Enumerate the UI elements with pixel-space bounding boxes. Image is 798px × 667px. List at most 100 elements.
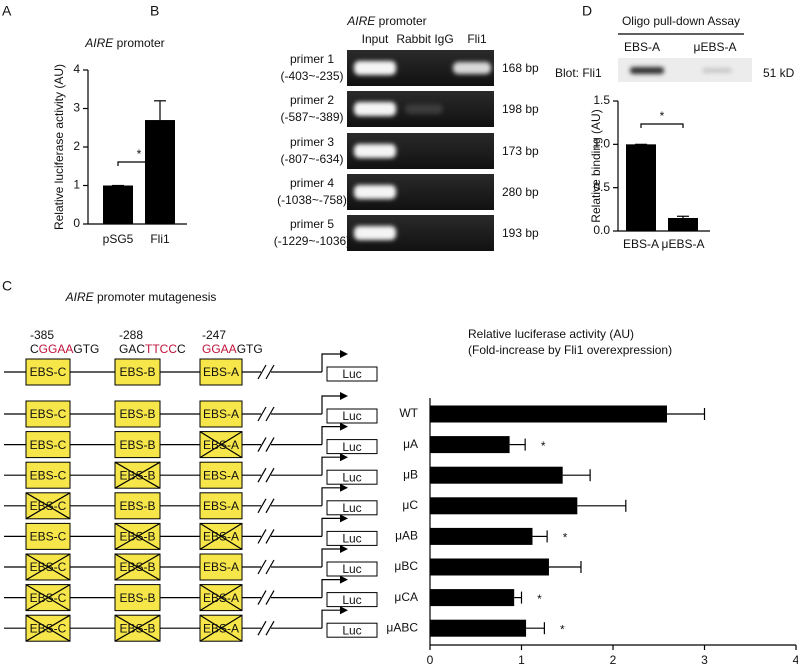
reporter-box [326,500,378,516]
tss-arrowhead [340,350,348,358]
ebs-box [114,584,161,612]
reporter-label: Luc [342,409,361,423]
break-mark [265,590,275,605]
mutation-cross [199,522,243,550]
y-tick-label: μC [402,498,418,512]
site-position: -247 [202,328,226,342]
reporter-box [326,622,378,638]
y-tick-label: μABC [386,620,418,634]
blot-band [630,67,664,74]
break-gap [261,441,271,448]
ebs-label: EBS-A [203,365,239,379]
ebs-label: EBS-C [30,530,67,544]
mutation-cross [199,431,243,459]
significance-bracket [117,161,161,166]
significance-bracket [640,123,684,128]
ebs-box [199,461,243,489]
reporter-box [326,408,378,424]
blot-title: Oligo pull-down Assay [622,14,740,28]
panel-label: D [582,3,592,19]
reporter-label: Luc [342,440,361,454]
primer-range: (-587~-389) [280,110,343,124]
reporter-box [326,592,378,608]
primer-range: (-1038~-758) [277,193,347,207]
tss-arrowhead [340,575,348,584]
y-tick-label: μA [403,437,418,451]
significance: * [563,531,568,545]
mutation-cross [199,614,243,642]
blot-label: Blot: Fli1 [555,66,602,80]
ebs-box [114,492,161,520]
lane-label: EBS-A [624,40,660,54]
tss-arrowhead [340,392,348,400]
tss-arrow [321,579,342,598]
bar [145,120,175,224]
gel-band [354,185,396,199]
primer-name: primer 4 [290,176,334,190]
sequence-part: GGAA [39,342,74,356]
ebs-box [25,522,71,550]
x-tick-label: pSG5 [103,232,134,246]
ebs-label: EBS-B [119,407,155,421]
gel-band [354,144,396,158]
tss-arrow [321,517,342,537]
gel-band [354,102,396,116]
tss-arrow [321,353,342,372]
reporter-label: Luc [342,593,361,607]
y-tick-label: 0.5 [593,180,610,194]
sequence-part: GGAA [202,342,237,356]
break-mark [257,559,267,575]
y-tick-label: WT [399,406,418,420]
primer-range: (-403~-235) [280,69,343,83]
mutation-cross [25,553,71,581]
break-mark [257,590,267,605]
ebs-label: EBS-A [203,530,239,544]
product-size: 280 bp [502,185,539,199]
tss-arrow [321,487,342,506]
x-tick-label: Fli1 [150,232,170,246]
tss-arrowhead [340,422,348,431]
y-tick-label: 4 [73,62,80,76]
ebs-label: EBS-B [119,468,155,482]
x-tick-label: 0 [427,653,434,667]
ebs-label: EBS-C [30,365,67,379]
y-tick-label: 0 [73,216,80,230]
y-axis-label: Relative binding (AU) [589,109,603,222]
y-axis-label: Relative luciferase activity (AU) [52,64,66,230]
gene-name: AIRE [84,36,114,50]
bar [430,589,515,607]
y-tick-label: 1.0 [593,137,610,151]
mutation-cross [114,522,161,550]
reporter-box [326,530,378,546]
break-gap [261,625,271,632]
ebs-label: EBS-B [119,499,155,513]
ebs-box [199,400,243,428]
mutation-cross [114,461,161,489]
ebs-box [25,431,71,459]
ebs-label: EBS-B [119,560,155,574]
ebs-label: EBS-C [30,591,67,605]
primer-name: primer 3 [290,135,334,149]
ebs-label: EBS-A [203,621,239,635]
x-tick-label: μEBS-A [662,237,705,251]
reporter-label: Luc [342,623,361,637]
break-mark [265,620,275,636]
reporter-label: Luc [342,532,361,546]
bar [626,144,656,231]
bar [430,405,667,423]
ebs-label: EBS-B [119,591,155,605]
blot-size: 51 kD [763,66,795,80]
ebs-box [114,431,161,459]
ebs-label: EBS-A [203,560,239,574]
break-mark [265,364,275,380]
title-text: promoter [379,14,427,28]
ebs-box [114,400,161,428]
break-mark [265,559,275,575]
break-mark [257,406,267,422]
tss-arrowhead [340,545,348,553]
ebs-label: EBS-C [30,621,67,635]
tss-arrow [321,395,342,414]
gel-band [453,62,491,74]
gene-name: AIRE [346,14,376,28]
